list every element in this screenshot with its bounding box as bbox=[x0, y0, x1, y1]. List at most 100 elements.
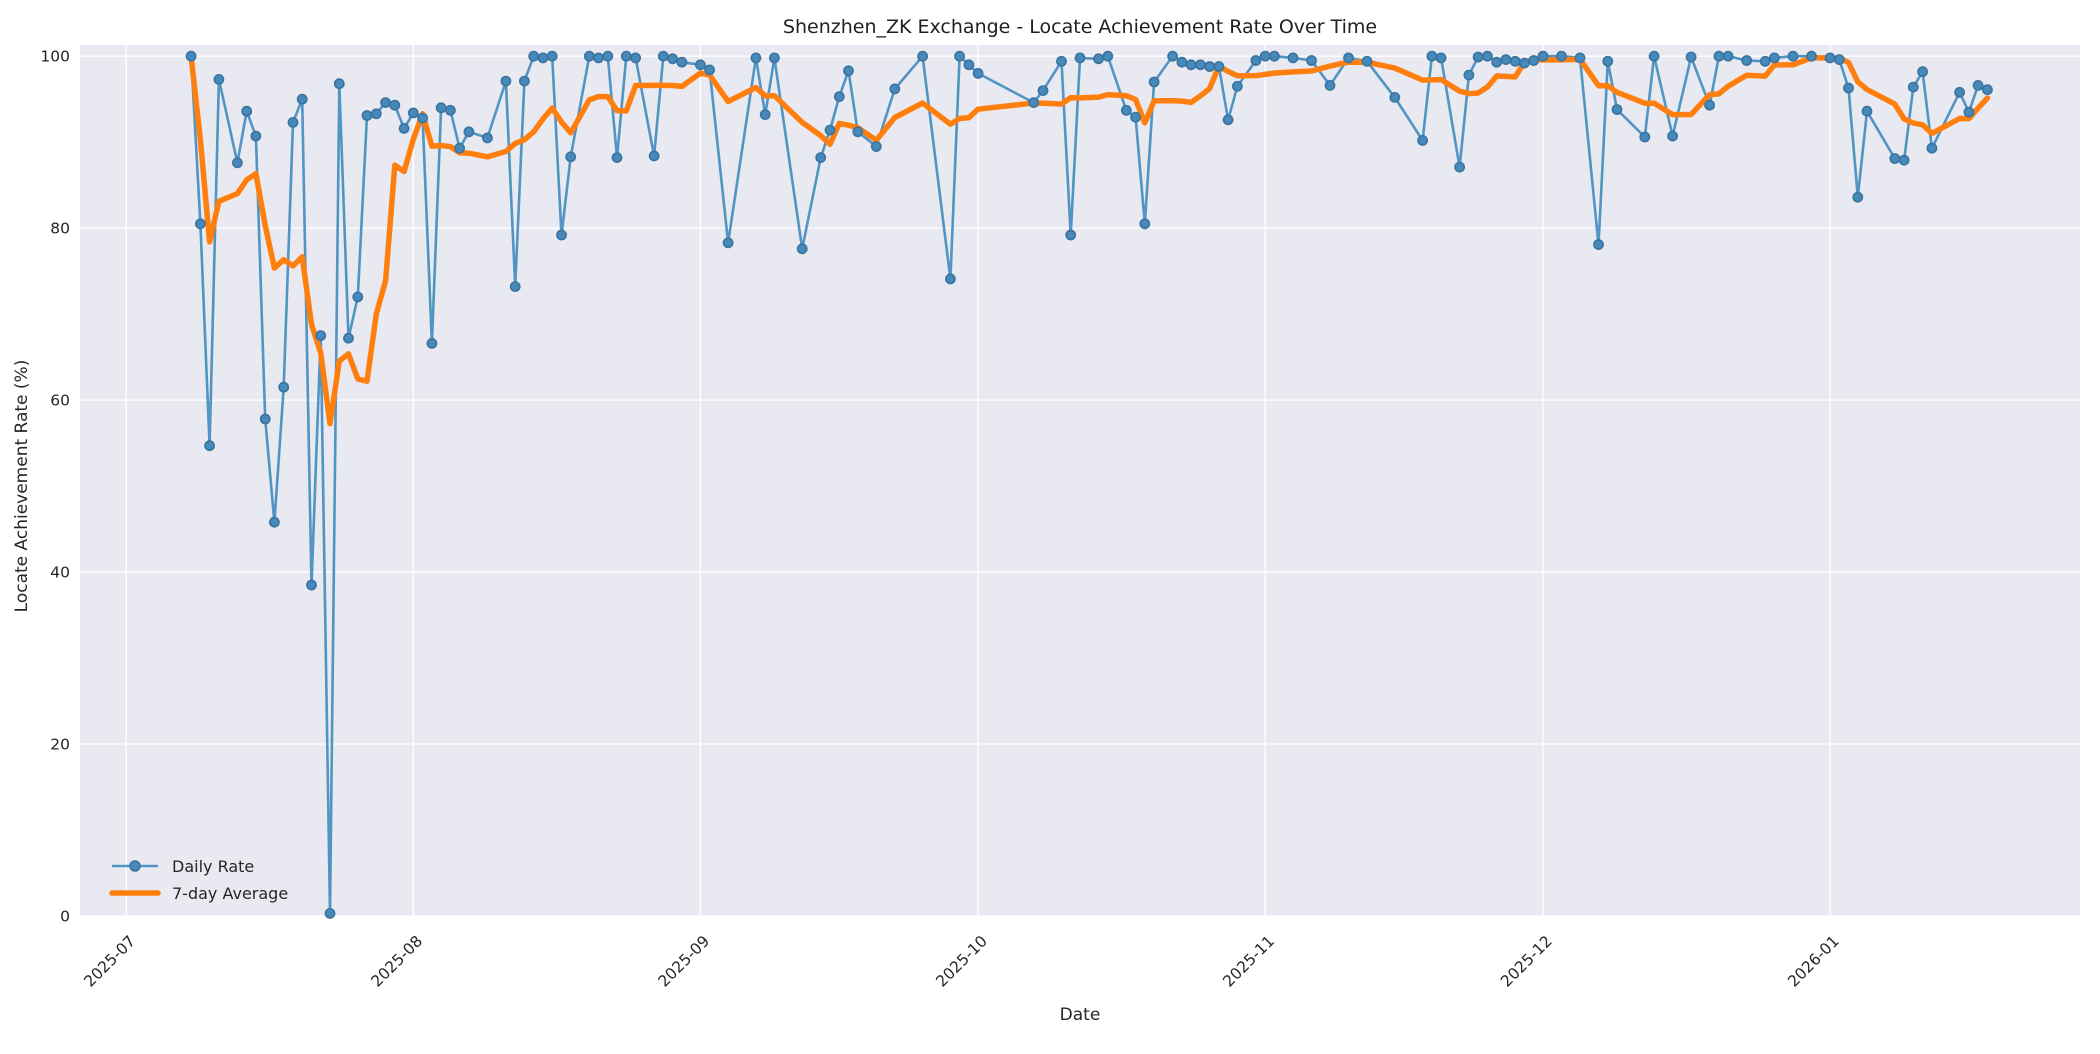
daily-rate-marker bbox=[444, 104, 456, 116]
daily-rate-marker bbox=[1213, 61, 1225, 72]
daily-rate-marker bbox=[1769, 52, 1780, 64]
daily-rate-marker bbox=[537, 52, 549, 64]
daily-rate-marker bbox=[722, 237, 734, 249]
daily-rate-marker bbox=[1602, 55, 1614, 67]
daily-rate-marker bbox=[1120, 104, 1132, 116]
daily-rate-marker bbox=[454, 142, 465, 154]
daily-rate-marker bbox=[380, 97, 391, 108]
daily-rate-marker bbox=[1926, 142, 1938, 154]
x-axis-label: Date bbox=[1060, 1005, 1101, 1025]
daily-rate-marker bbox=[1685, 51, 1697, 63]
daily-rate-marker bbox=[815, 152, 827, 163]
daily-rate-marker bbox=[1806, 50, 1817, 62]
daily-rate-marker bbox=[620, 50, 632, 62]
daily-rate-marker bbox=[213, 74, 225, 85]
daily-rate-marker bbox=[1972, 80, 1984, 91]
daily-rate-marker bbox=[306, 579, 317, 591]
daily-rate-marker bbox=[1472, 51, 1484, 63]
daily-rate-marker bbox=[407, 107, 419, 119]
daily-rate-marker bbox=[1593, 239, 1604, 250]
daily-rate-marker bbox=[315, 330, 327, 341]
daily-rate-marker bbox=[870, 141, 882, 152]
daily-rate-marker bbox=[204, 440, 215, 452]
daily-rate-marker bbox=[1852, 191, 1864, 203]
daily-rate-marker bbox=[954, 50, 965, 62]
daily-rate-marker bbox=[1648, 50, 1660, 62]
daily-rate-marker bbox=[1269, 50, 1280, 62]
legend-item-7day-average: 7-day Average bbox=[109, 884, 288, 903]
daily-rate-marker bbox=[630, 52, 641, 64]
daily-rate-marker bbox=[1556, 50, 1567, 62]
daily-rate-marker bbox=[1667, 130, 1678, 142]
daily-rate-marker bbox=[750, 52, 762, 64]
daily-rate-legend-label: Daily Rate bbox=[172, 857, 254, 876]
daily-rate-marker bbox=[667, 53, 678, 65]
x-tick-label: 2025-07 bbox=[81, 932, 140, 991]
daily-rate-marker bbox=[546, 50, 558, 62]
y-tick-label: 40 bbox=[50, 564, 70, 582]
daily-rate-marker bbox=[1833, 54, 1845, 65]
daily-rate-marker bbox=[1185, 59, 1197, 71]
daily-rate-marker bbox=[1130, 111, 1141, 123]
daily-rate-marker bbox=[945, 273, 956, 285]
daily-rate-marker bbox=[1704, 99, 1715, 111]
daily-rate-marker bbox=[250, 130, 262, 142]
daily-rate-marker bbox=[296, 93, 308, 105]
daily-rate-marker bbox=[361, 110, 373, 121]
y-axis-label: Locate Achievement Rate (%) bbox=[12, 360, 32, 613]
legend-item-daily-rate: Daily Rate bbox=[112, 857, 254, 876]
daily-rate-marker bbox=[231, 157, 243, 169]
daily-rate-marker bbox=[500, 75, 512, 87]
daily-rate-marker bbox=[695, 59, 706, 71]
daily-rate-marker bbox=[1898, 154, 1910, 166]
daily-rate-marker bbox=[1065, 229, 1077, 241]
daily-rate-marker bbox=[1463, 69, 1475, 81]
daily-rate-marker bbox=[917, 50, 928, 62]
daily-rate-marker bbox=[1324, 80, 1336, 91]
daily-rate-marker bbox=[370, 108, 382, 120]
daily-rate-marker bbox=[1917, 66, 1928, 78]
daily-rate-marker bbox=[1306, 55, 1317, 66]
daily-rate-marker bbox=[1787, 50, 1799, 62]
daily-rate-marker bbox=[1759, 55, 1771, 67]
daily-rate-marker bbox=[324, 908, 336, 919]
series-layer bbox=[185, 50, 1993, 919]
daily-rate-marker bbox=[278, 381, 290, 393]
daily-rate-marker bbox=[1500, 54, 1512, 65]
daily-rate-marker bbox=[426, 337, 438, 349]
seven-day-average-legend-label: 7-day Average bbox=[172, 884, 288, 903]
daily-rate-marker bbox=[843, 65, 854, 77]
daily-rate-marker bbox=[1222, 114, 1234, 126]
daily-rate-marker bbox=[333, 78, 345, 90]
daily-rate-marker bbox=[1982, 84, 1993, 96]
daily-rate-marker bbox=[1056, 55, 1067, 67]
daily-rate-marker bbox=[1259, 50, 1271, 62]
daily-rate-marker bbox=[194, 218, 206, 230]
daily-rate-marker bbox=[481, 132, 493, 144]
daily-rate-marker bbox=[352, 291, 364, 303]
x-tick-label: 2025-11 bbox=[1219, 932, 1278, 991]
daily-rate-marker bbox=[852, 126, 864, 138]
daily-rate-marker bbox=[611, 152, 623, 163]
daily-rate-marker bbox=[769, 52, 780, 64]
daily-rate-marker bbox=[1454, 161, 1465, 173]
daily-rate-marker bbox=[1861, 105, 1873, 117]
y-tick-label: 20 bbox=[50, 736, 70, 754]
daily-rate-marker bbox=[509, 281, 521, 292]
x-tick-label: 2026-01 bbox=[1784, 932, 1843, 991]
daily-rate-marker bbox=[435, 102, 447, 114]
daily-rate-marker bbox=[648, 150, 660, 162]
daily-rate-marker bbox=[528, 50, 540, 62]
daily-rate-marker bbox=[1167, 50, 1178, 62]
daily-rate-marker bbox=[1491, 56, 1503, 68]
daily-rate-marker bbox=[1722, 50, 1734, 62]
daily-rate-marker bbox=[704, 64, 715, 76]
x-tick-label: 2025-12 bbox=[1497, 932, 1556, 991]
daily-rate-marker bbox=[1102, 50, 1114, 62]
daily-rate-marker bbox=[1824, 52, 1836, 64]
daily-rate-marker bbox=[1195, 59, 1206, 71]
daily-rate-marker bbox=[1176, 56, 1188, 68]
daily-rate-marker bbox=[1963, 106, 1975, 118]
